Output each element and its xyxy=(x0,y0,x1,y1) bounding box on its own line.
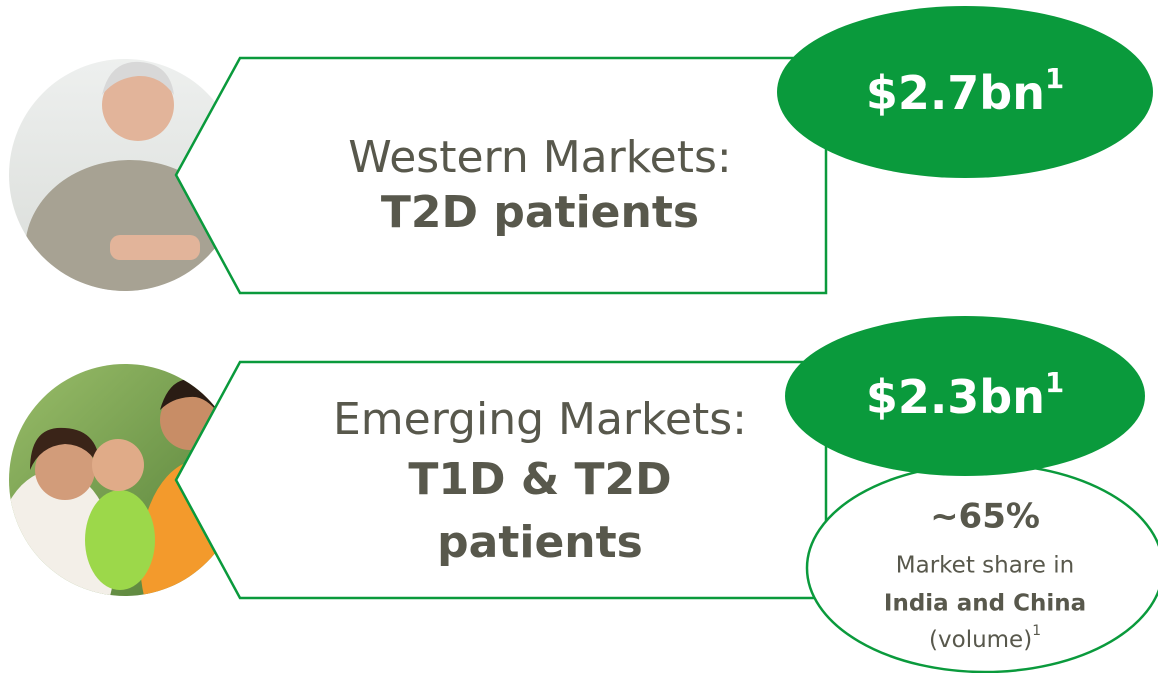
value-badge xyxy=(785,316,1145,476)
callout-value: ~65% xyxy=(930,497,1040,537)
value-text: $2.3bn xyxy=(866,370,1045,424)
footnote: 1 xyxy=(1045,62,1064,95)
callout-text: (volume) xyxy=(929,627,1032,653)
callout-line: Market share in xyxy=(896,553,1074,579)
value: $2.3bn1 xyxy=(866,366,1064,424)
value-badge xyxy=(777,6,1153,178)
row-subtitle: T1D & T2D xyxy=(408,454,671,505)
footnote: 1 xyxy=(1045,366,1064,399)
value: $2.7bn1 xyxy=(866,62,1064,120)
box-western xyxy=(174,56,828,295)
row-subtitle: T2D patients xyxy=(381,187,699,238)
callout-line: India and China xyxy=(884,591,1086,617)
row-title: Western Markets: xyxy=(348,132,731,183)
box-emerging xyxy=(174,360,828,600)
row-subtitle: patients xyxy=(437,517,643,568)
row-title: Emerging Markets: xyxy=(333,394,747,445)
callout-line: (volume)1 xyxy=(929,623,1041,653)
value-text: $2.7bn xyxy=(866,66,1045,120)
footnote: 1 xyxy=(1032,623,1041,639)
